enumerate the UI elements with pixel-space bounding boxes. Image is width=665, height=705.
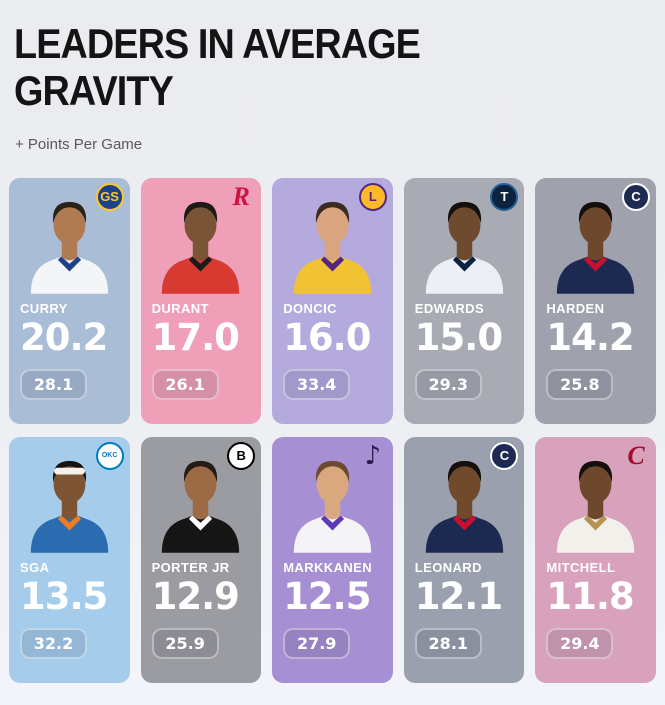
lakers-logo-icon: L bbox=[358, 182, 387, 211]
rockets-logo-icon: R bbox=[227, 183, 255, 211]
ppg-value: 26.1 bbox=[165, 375, 205, 395]
player-name: MITCHELL bbox=[546, 559, 616, 575]
gravity-value: 12.1 bbox=[414, 574, 503, 618]
player-name: DURANT bbox=[151, 300, 209, 316]
gravity-value: 20.2 bbox=[20, 315, 108, 359]
page-title: LEADERS IN AVERAGE GRAVITY bbox=[14, 20, 600, 115]
logo-text: OKC bbox=[101, 452, 118, 460]
ppg-value: 27.9 bbox=[296, 634, 337, 654]
player-photo bbox=[30, 201, 108, 294]
gravity-value: 17.0 bbox=[151, 315, 240, 359]
player-card-edwards[interactable]: T EDWARDS 15.0 29.3 bbox=[403, 177, 525, 424]
ppg-badge: 25.8 bbox=[546, 369, 614, 401]
ppg-value: 25.9 bbox=[165, 634, 205, 654]
ppg-badge: 32.2 bbox=[20, 628, 87, 660]
page-header: LEADERS IN AVERAGE GRAVITY + Points Per … bbox=[0, 0, 665, 153]
player-photo bbox=[162, 201, 240, 294]
ppg-badge: 28.1 bbox=[414, 628, 482, 660]
player-photo bbox=[293, 201, 372, 294]
player-name: LEONARD bbox=[414, 559, 482, 575]
gravity-value: 13.5 bbox=[20, 574, 108, 618]
player-name: MARKKANEN bbox=[283, 559, 373, 575]
gravity-value: 12.5 bbox=[283, 574, 371, 618]
page-title-line1: LEADERS IN AVERAGE bbox=[14, 20, 421, 67]
clippers-logo-icon: C bbox=[621, 182, 650, 211]
logo-text: C bbox=[627, 440, 645, 470]
player-name: HARDEN bbox=[546, 300, 605, 316]
ppg-badge: 33.4 bbox=[283, 369, 351, 401]
player-card-harden[interactable]: C HARDEN 14.2 25.8 bbox=[535, 177, 656, 424]
player-photo bbox=[425, 460, 503, 553]
player-card-leonard[interactable]: C LEONARD 12.1 28.1 bbox=[403, 436, 525, 683]
gravity-value: 15.0 bbox=[414, 315, 503, 359]
ppg-value: 29.3 bbox=[428, 375, 469, 395]
ppg-value: 33.4 bbox=[296, 375, 337, 395]
page-title-line2: GRAVITY bbox=[14, 67, 174, 115]
ppg-value: 28.1 bbox=[33, 375, 74, 395]
player-photo bbox=[293, 460, 372, 553]
player-card-mitchell[interactable]: C MITCHELL 11.8 29.4 bbox=[535, 436, 656, 683]
nets-logo-icon: B bbox=[227, 441, 256, 470]
ppg-badge: 27.9 bbox=[283, 628, 351, 660]
ppg-badge: 29.4 bbox=[546, 628, 614, 660]
logo-text: ♪ bbox=[364, 440, 382, 471]
gravity-value: 16.0 bbox=[283, 315, 371, 359]
ppg-value: 32.2 bbox=[33, 634, 74, 654]
player-card-porter-jr[interactable]: B PORTER JR 12.9 25.9 bbox=[140, 436, 262, 683]
player-card-doncic[interactable]: L DONCIC 16.0 33.4 bbox=[272, 177, 393, 424]
ppg-badge: 25.9 bbox=[151, 628, 219, 660]
ppg-value: 29.4 bbox=[560, 634, 600, 654]
player-photo bbox=[162, 460, 240, 553]
thunder-logo-icon: OKC bbox=[95, 441, 124, 470]
logo-text: C bbox=[499, 448, 510, 464]
page-subtitle: + Points Per Game bbox=[15, 135, 143, 153]
logo-text: B bbox=[236, 448, 246, 464]
logo-text: GS bbox=[100, 189, 119, 205]
player-name: EDWARDS bbox=[414, 300, 485, 316]
logo-text: C bbox=[631, 189, 641, 205]
logo-text: L bbox=[368, 189, 377, 205]
gravity-value: 12.9 bbox=[151, 574, 240, 618]
player-photo bbox=[557, 201, 635, 294]
logo-text: R bbox=[232, 181, 250, 211]
logo-text: T bbox=[500, 189, 509, 205]
player-card-curry[interactable]: GS CURRY 20.2 28.1 bbox=[9, 177, 130, 424]
player-name: DONCIC bbox=[283, 300, 337, 316]
ppg-value: 28.1 bbox=[428, 634, 469, 654]
player-name: PORTER JR bbox=[151, 559, 230, 575]
ppg-badge: 26.1 bbox=[151, 369, 219, 401]
gravity-value: 14.2 bbox=[546, 315, 634, 359]
timberwolves-logo-icon: T bbox=[490, 182, 519, 211]
clippers-logo-icon: C bbox=[490, 441, 519, 470]
jazz-logo-icon: ♪ bbox=[359, 442, 387, 470]
ppg-badge: 28.1 bbox=[20, 369, 87, 401]
warriors-logo-icon: GS bbox=[95, 182, 124, 211]
gravity-value: 11.8 bbox=[546, 574, 634, 618]
player-name: CURRY bbox=[20, 300, 68, 316]
player-card-durant[interactable]: R DURANT 17.0 26.1 bbox=[140, 177, 262, 424]
player-photo bbox=[30, 460, 108, 553]
player-name: SGA bbox=[20, 559, 50, 575]
ppg-badge: 29.3 bbox=[414, 369, 482, 401]
ppg-value: 25.8 bbox=[560, 375, 600, 395]
player-card-markkanen[interactable]: ♪ MARKKANEN 12.5 27.9 bbox=[272, 436, 393, 683]
leaders-grid: GS CURRY 20.2 28.1 R DURANT 17.0 bbox=[0, 177, 665, 683]
cavaliers-logo-icon: C bbox=[622, 442, 650, 470]
player-photo bbox=[425, 201, 503, 294]
player-card-sga[interactable]: OKC SGA 13.5 32.2 bbox=[9, 436, 130, 683]
player-photo bbox=[557, 460, 635, 553]
